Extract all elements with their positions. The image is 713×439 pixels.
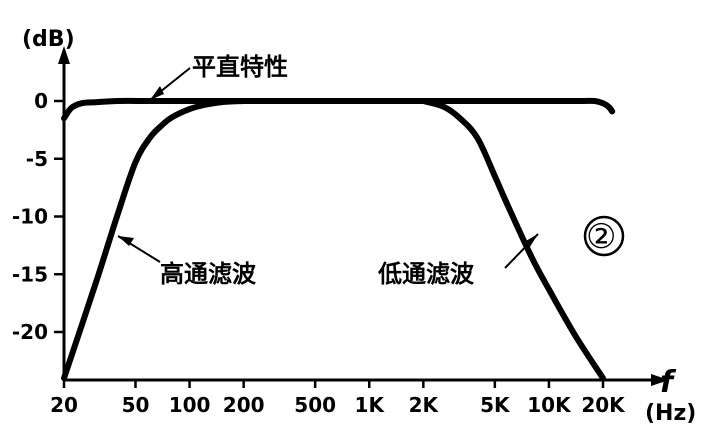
- x-axis-unit: (Hz): [645, 401, 696, 426]
- x-tick-label: 100: [169, 393, 211, 417]
- x-tick-label: 20K: [581, 393, 626, 417]
- y-tick-label: -5: [26, 147, 48, 171]
- highpass-curve: [61, 98, 247, 382]
- x-tick-label: 1K: [355, 393, 386, 417]
- x-tick-label: 500: [294, 393, 336, 417]
- y-tick-label: -15: [12, 262, 48, 286]
- lowpass-leader-arrow: [524, 234, 538, 250]
- figure-number-circle: [583, 215, 625, 257]
- flat-response-label: 平直特性: [192, 53, 288, 81]
- x-tick-label: 5K: [480, 393, 511, 417]
- figure-number: ②: [586, 217, 616, 257]
- highpass-label: 高通滤波: [160, 260, 257, 288]
- plot-layer: 0 -5 -10 -15 -20 20 50 100 200 500 1K 2K 5K 10K 20K: [12, 46, 669, 417]
- lowpass-label: 低通滤波: [377, 260, 475, 288]
- y-tick-label: -20: [12, 320, 48, 344]
- flat-response-curve: [61, 97, 616, 122]
- y-tick-label: -10: [12, 205, 48, 229]
- x-tick-label: 200: [223, 393, 265, 417]
- x-tick-label: 10K: [527, 393, 572, 417]
- flat-leader-arrow: [150, 86, 164, 100]
- y-axis-arrow: [58, 46, 70, 64]
- x-tick-label: 2K: [409, 393, 440, 417]
- x-axis-label: f: [660, 365, 677, 400]
- y-tick-label: 0: [34, 89, 48, 113]
- highpass-leader-arrow: [118, 236, 134, 246]
- x-tick-label: 20: [50, 393, 78, 417]
- y-axis-label: (dB): [22, 27, 75, 52]
- lowpass-curve: [420, 98, 606, 382]
- x-axis-arrow: [651, 374, 669, 386]
- x-tick-label: 50: [122, 393, 150, 417]
